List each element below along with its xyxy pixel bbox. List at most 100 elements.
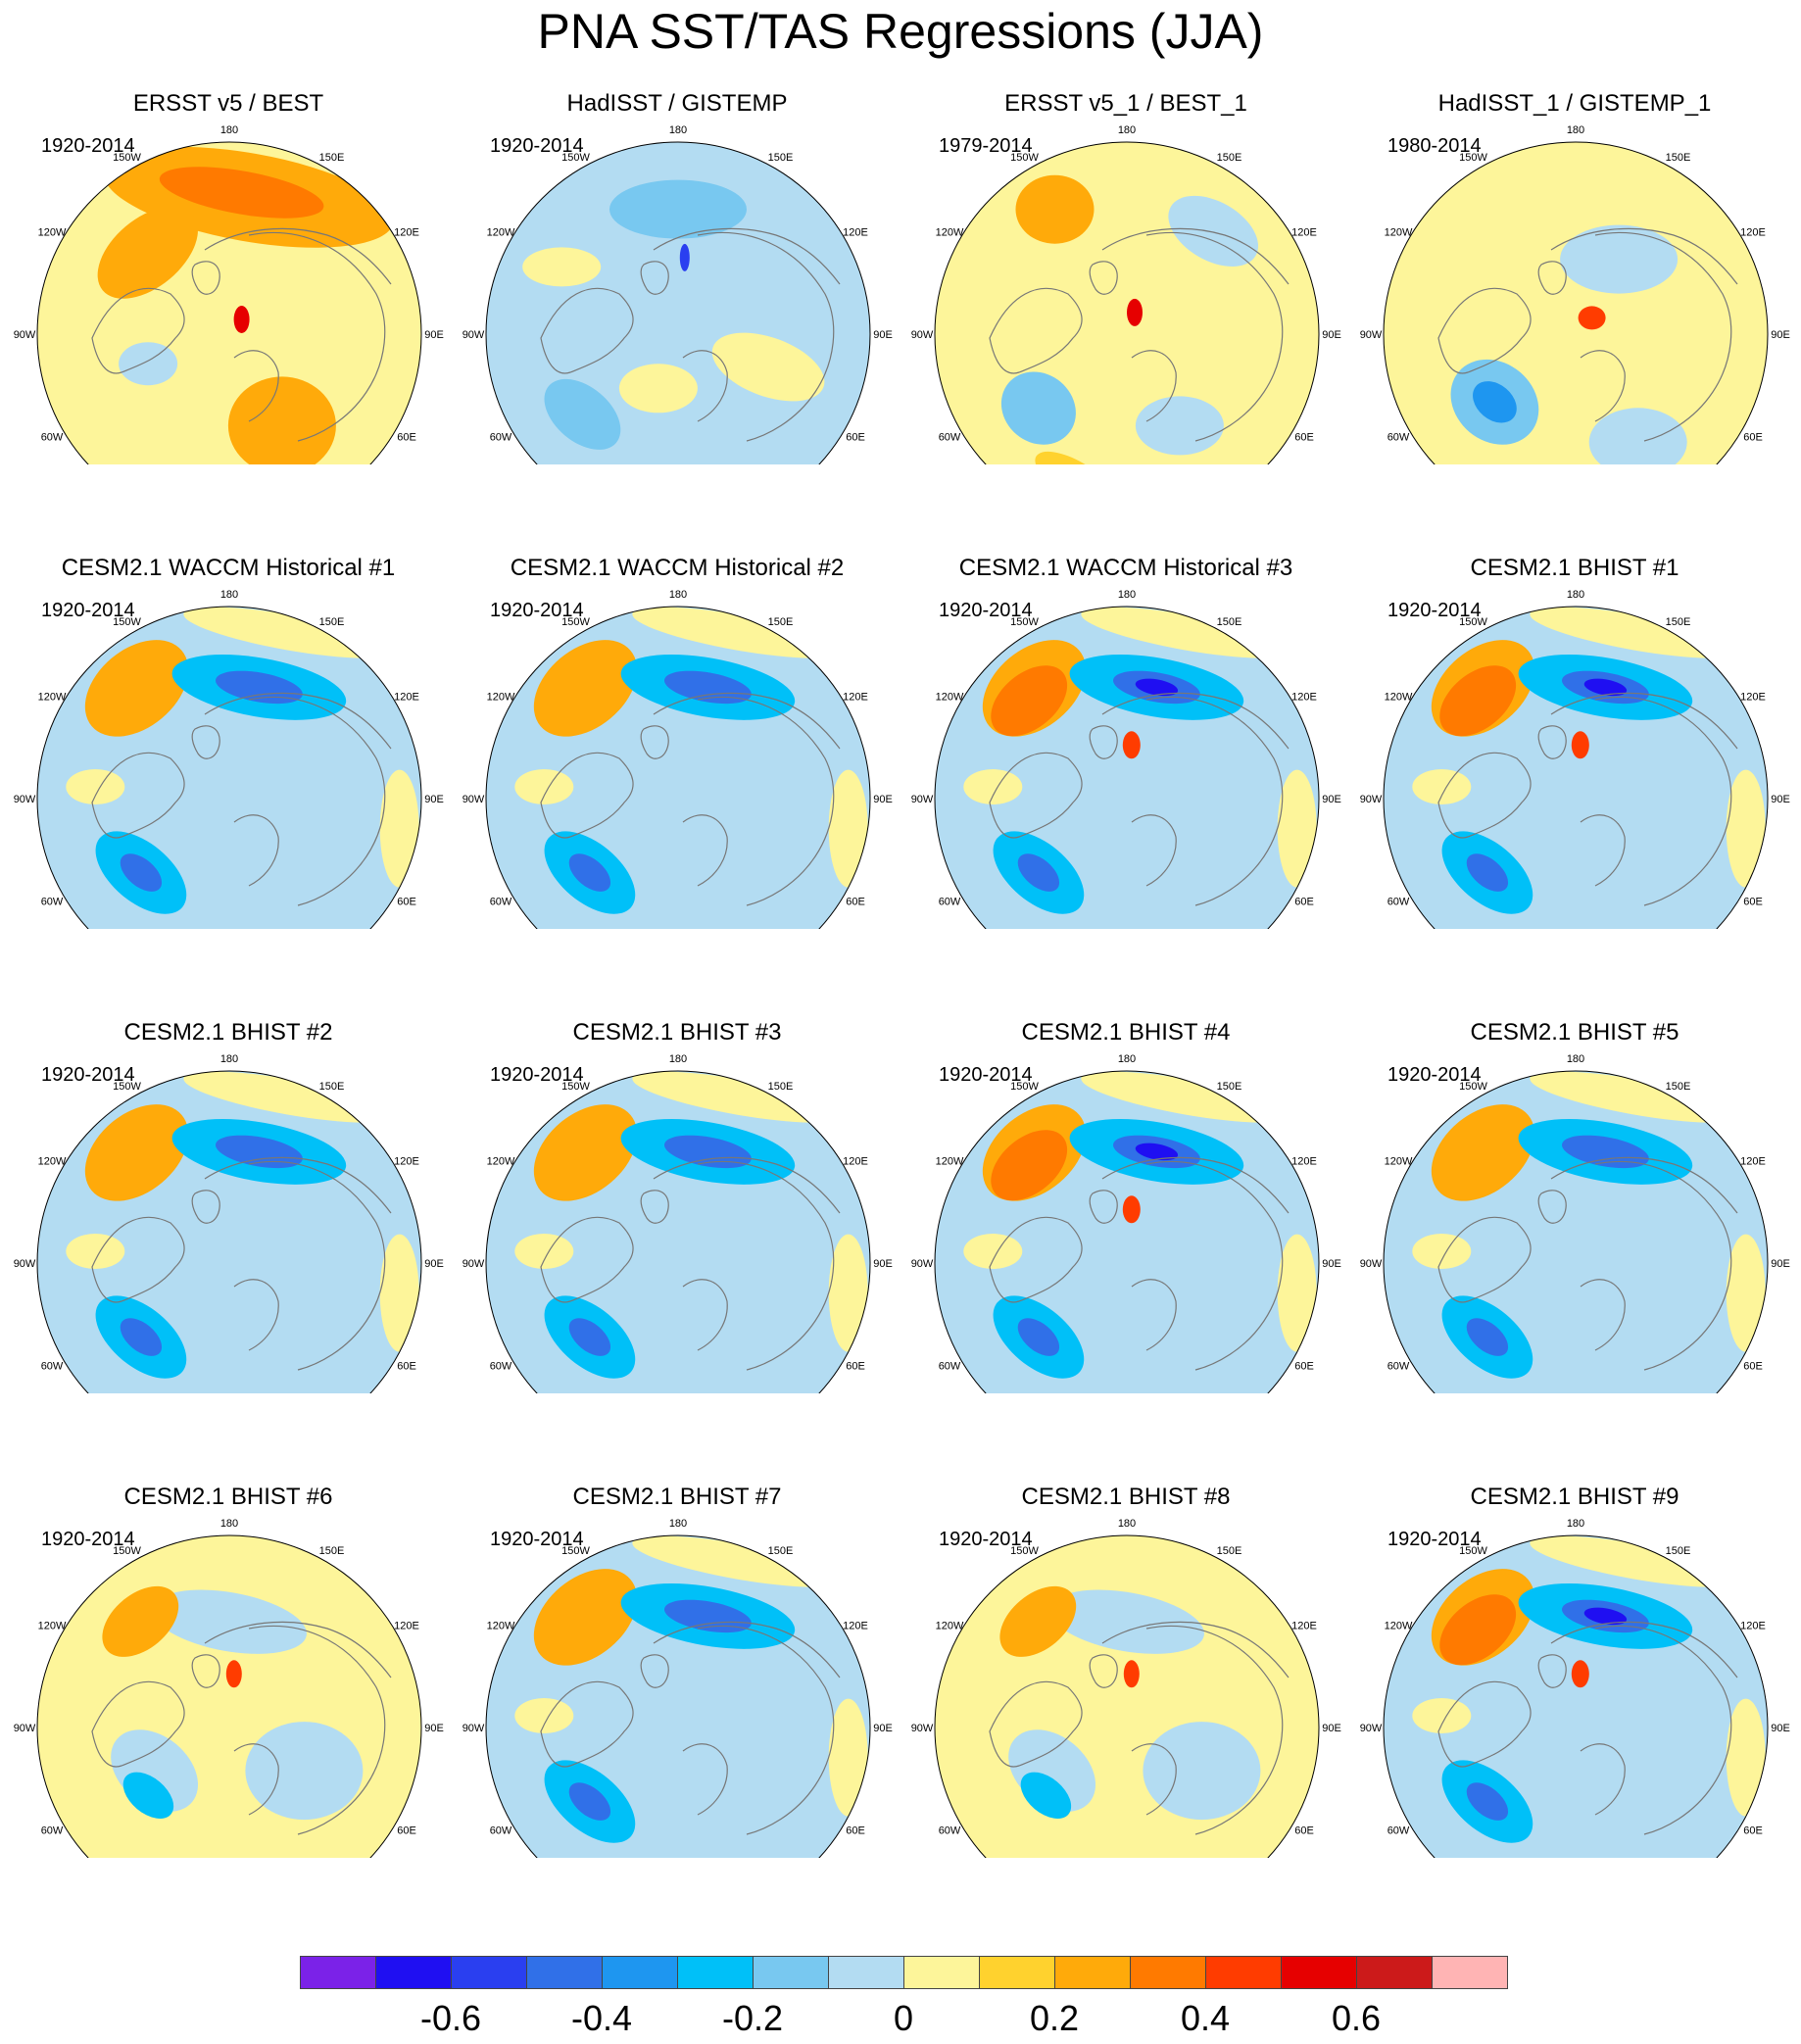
panel-period: 1920-2014 (1387, 600, 1482, 621)
map-border (1383, 141, 1769, 464)
longitude-label: 60E (397, 1825, 416, 1837)
panel-title: CESM2.1 BHIST #8 (1021, 1484, 1231, 1510)
warm-anomaly (533, 640, 638, 737)
coastline (1537, 261, 1567, 295)
longitude-label: 60E (846, 897, 865, 908)
longitude-label: 60W (41, 1361, 64, 1373)
longitude-label: 120W (487, 227, 515, 239)
longitude-label: 90W (911, 1258, 934, 1270)
longitude-label: 90W (462, 329, 485, 341)
longitude-label: 120E (843, 1621, 868, 1632)
longitude-label: 90E (873, 794, 893, 805)
panel-period: 1920-2014 (1387, 1064, 1482, 1086)
warm-anomaly (632, 607, 846, 658)
coastline (1145, 1160, 1284, 1371)
longitude-label: 90W (14, 1258, 36, 1270)
polar-map: 180150E120E90E60E30E030W60W90W120W150W (1360, 589, 1790, 929)
longitude-label: 180 (1118, 1053, 1136, 1065)
longitude-label: 90E (1771, 1723, 1790, 1734)
map-border (36, 606, 422, 929)
coastline (1145, 696, 1284, 906)
coastline (540, 287, 634, 374)
cool-anomaly (119, 342, 178, 386)
warm-anomaly (1431, 1104, 1535, 1201)
warm-anomaly (227, 376, 336, 464)
anomaly-field (486, 1071, 870, 1393)
colorbar-swatch (979, 1956, 1055, 1989)
panel-title: CESM2.1 BHIST #4 (1021, 1019, 1231, 1046)
coastline (989, 752, 1083, 839)
longitude-label: 60W (939, 897, 961, 908)
anomaly-field (37, 142, 421, 464)
warm-anomaly-core (1123, 1660, 1140, 1688)
longitude-label: 60W (41, 432, 64, 444)
panel-period: 1920-2014 (41, 135, 135, 157)
coastline (1537, 1654, 1567, 1688)
panel-period: 1920-2014 (490, 600, 584, 621)
cool-anomaly-core (120, 1318, 163, 1356)
longitude-label: 60W (41, 897, 64, 908)
anomaly-field (486, 607, 870, 929)
longitude-label: 120W (936, 1621, 964, 1632)
map-panel: 180150E120E90E60E30E030W60W90W120W150WCE… (4, 1393, 453, 1858)
anomaly-field (37, 607, 421, 929)
coastline (1550, 1621, 1738, 1679)
cool-anomaly (544, 378, 621, 450)
coastline (1131, 1279, 1177, 1351)
warm-anomaly (1081, 607, 1294, 658)
anomaly-field (1384, 142, 1768, 464)
warm-anomaly (618, 364, 698, 414)
map-border (36, 1534, 422, 1858)
panel-period: 1920-2014 (490, 1529, 584, 1550)
coastline (204, 227, 392, 285)
polar-map: 180150E120E90E60E30E030W60W90W120W150W (14, 1053, 444, 1393)
panel-period: 1920-2014 (939, 1064, 1033, 1086)
coastline (1550, 227, 1738, 285)
longitude-label: 150E (768, 1081, 794, 1093)
coastline (204, 1156, 392, 1214)
coastline (248, 1160, 386, 1371)
map-border (934, 606, 1320, 929)
longitude-label: 120E (1740, 1621, 1766, 1632)
panel-period: 1920-2014 (41, 1529, 135, 1550)
panel-period: 1920-2014 (939, 1529, 1033, 1550)
longitude-label: 120E (1740, 1156, 1766, 1168)
cool-anomaly (1560, 224, 1679, 294)
longitude-label: 60E (1294, 1361, 1314, 1373)
longitude-label: 90W (1360, 329, 1383, 341)
coastline (989, 1216, 1083, 1303)
longitude-label: 150W (1010, 1081, 1039, 1093)
warm-anomaly (963, 1234, 1023, 1269)
polar-map: 180150E120E90E60E30E030W60W90W120W150W (911, 1053, 1341, 1393)
longitude-label: 120W (38, 227, 67, 239)
longitude-label: 120W (487, 692, 515, 704)
coastline (1594, 696, 1732, 906)
longitude-label: 150E (768, 152, 794, 164)
coastline (682, 814, 728, 887)
cool-anomaly (152, 1589, 307, 1654)
colorbar-swatch (526, 1956, 603, 1989)
warm-anomaly (514, 1234, 574, 1269)
colorbar-swatch (1356, 1956, 1433, 1989)
longitude-label: 150W (113, 152, 141, 164)
warm-anomaly-core (1122, 731, 1141, 759)
coastline (1437, 752, 1532, 839)
coastline (1101, 692, 1290, 750)
cool-anomaly (245, 1722, 364, 1821)
coastline (1089, 1190, 1118, 1224)
warm-anomaly (522, 247, 602, 287)
panel-period: 1920-2014 (490, 1064, 584, 1086)
cool-anomaly-core (1020, 1772, 1072, 1820)
panel-period: 1920-2014 (41, 1064, 135, 1086)
cool-anomaly (1049, 1589, 1204, 1654)
warm-anomaly-core (1578, 306, 1606, 330)
cool-anomaly-core (664, 1599, 752, 1633)
longitude-label: 150E (1666, 152, 1691, 164)
warm-anomaly (514, 769, 574, 804)
longitude-label: 120W (1385, 227, 1413, 239)
map-panel: 180150E120E90E60E30E030W60W90W120W150WCE… (4, 464, 453, 929)
longitude-label: 60W (939, 432, 961, 444)
warm-anomaly (514, 1698, 574, 1733)
coastline (233, 1743, 279, 1816)
warm-anomaly-core (1439, 665, 1517, 737)
